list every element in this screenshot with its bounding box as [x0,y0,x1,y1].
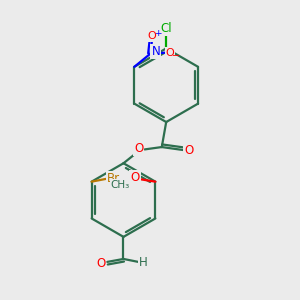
Text: Br: Br [107,172,120,184]
Text: N: N [152,45,160,58]
Text: O: O [148,31,156,41]
Text: Cl: Cl [160,22,172,35]
Text: CH₃: CH₃ [110,180,130,190]
Text: −: − [172,51,180,61]
Text: O: O [184,144,194,158]
Text: +: + [154,29,162,38]
Text: H: H [139,256,148,269]
Text: O: O [134,142,143,155]
Text: O: O [166,48,174,58]
Text: O: O [130,171,140,184]
Text: O: O [96,256,106,270]
